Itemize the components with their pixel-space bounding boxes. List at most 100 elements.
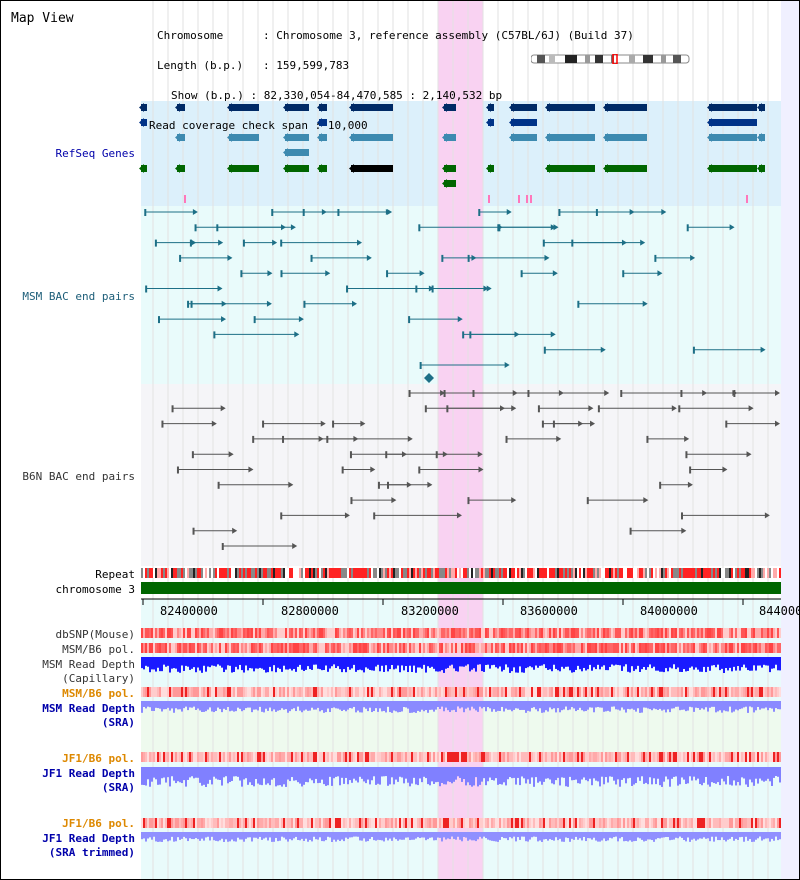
pol-band <box>433 687 435 697</box>
snp-band <box>567 628 569 638</box>
pol-band <box>419 643 421 653</box>
repeat-mark <box>629 568 631 578</box>
pol-band <box>481 687 483 697</box>
depth-bar <box>607 832 609 841</box>
track-label-msm-pol-sra[interactable]: MSM/B6 pol. <box>62 687 135 700</box>
depth-bar <box>577 701 579 710</box>
depth-bar <box>695 657 697 668</box>
pol-band <box>195 752 197 762</box>
pol-band <box>647 643 649 653</box>
pol-band <box>605 818 607 828</box>
repeat-mark <box>449 568 451 578</box>
track-label-chromosome[interactable]: chromosome 3 <box>55 583 135 596</box>
depth-bar <box>511 657 513 672</box>
pol-band <box>381 752 383 762</box>
pol-band <box>389 752 391 762</box>
repeat-mark <box>405 568 407 578</box>
pol-band <box>623 818 625 828</box>
depth-bar <box>657 701 659 710</box>
pol-band <box>703 687 705 697</box>
track-label-msm-pol[interactable]: MSM/B6 pol. <box>62 643 135 656</box>
depth-bar <box>277 701 279 711</box>
depth-bar <box>535 832 537 837</box>
pol-band <box>271 687 273 697</box>
pol-band <box>423 643 425 653</box>
pol-band <box>779 687 781 697</box>
depth-bar <box>591 832 593 840</box>
track-label-msm-depth-capillary[interactable]: MSM Read Depth (Capillary) <box>42 658 135 686</box>
depth-bar <box>305 832 307 839</box>
depth-bar <box>507 701 509 710</box>
depth-bar <box>151 767 153 782</box>
track-label-msm-depth-sra[interactable]: MSM Read Depth (SRA) <box>42 702 135 730</box>
pol-band <box>169 752 171 762</box>
track-label-repeat[interactable]: Repeat <box>95 568 135 581</box>
selection-highlight[interactable] <box>438 1 483 879</box>
snp-band <box>455 628 457 638</box>
pol-band <box>537 818 539 828</box>
snp-band <box>433 628 435 638</box>
pol-band <box>465 818 467 828</box>
snp-band <box>775 628 777 638</box>
depth-bar <box>475 657 477 672</box>
track-label-refseq-genes[interactable]: RefSeq Genes <box>55 147 135 160</box>
depth-bar <box>447 832 449 839</box>
depth-bar <box>629 657 631 673</box>
pol-band <box>467 643 469 653</box>
pol-band <box>519 818 521 828</box>
refseq-mark <box>746 195 748 203</box>
snp-band <box>665 628 667 638</box>
track-label-jf1-pol-2[interactable]: JF1/B6 pol. <box>62 817 135 830</box>
track-label-dbsnp[interactable]: dbSNP(Mouse) <box>55 628 135 641</box>
snp-band <box>325 628 327 638</box>
pol-band <box>695 752 697 762</box>
bac-end <box>419 362 422 369</box>
repeat-mark <box>251 568 253 578</box>
pol-band <box>721 643 723 653</box>
pol-band <box>171 752 173 762</box>
depth-bar <box>223 657 225 673</box>
pol-band <box>147 643 149 653</box>
pol-band <box>359 687 361 697</box>
repeat-mark <box>751 568 753 578</box>
snp-band <box>529 628 531 638</box>
repeat-mark <box>263 568 265 578</box>
pol-band <box>757 643 759 653</box>
depth-bar <box>141 767 143 785</box>
depth-bar <box>279 701 281 711</box>
track-label-jf1-pol[interactable]: JF1/B6 pol. <box>62 752 135 765</box>
depth-bar <box>391 657 393 665</box>
repeat-mark <box>575 568 577 578</box>
pol-band <box>737 687 739 697</box>
pol-band <box>173 818 175 828</box>
track-label-jf1-depth-trimmed[interactable]: JF1 Read Depth (SRA trimmed) <box>42 832 135 860</box>
track-label-jf1-depth[interactable]: JF1 Read Depth (SRA) <box>42 767 135 795</box>
pol-band <box>301 687 303 697</box>
pol-band <box>439 752 441 762</box>
depth-bar <box>499 701 501 712</box>
bac-end-arrow <box>544 254 550 261</box>
pol-band <box>711 818 713 828</box>
chromosome-ideogram[interactable] <box>531 54 691 64</box>
pol-band <box>425 752 427 762</box>
pol-band <box>765 818 767 828</box>
repeat-mark <box>473 568 475 578</box>
gene-arrow <box>509 118 514 127</box>
repeat-mark <box>761 568 763 578</box>
pol-band <box>397 643 399 653</box>
snp-band <box>205 628 207 638</box>
gene-arrow <box>757 164 762 173</box>
info-label: Read coverage check span <box>149 119 308 132</box>
pol-band <box>757 752 759 762</box>
depth-bar <box>353 767 355 779</box>
bac-end-arrow <box>553 224 559 231</box>
snp-band <box>373 628 375 638</box>
pol-band <box>463 687 465 697</box>
depth-bar <box>359 657 361 670</box>
pol-band <box>381 687 383 697</box>
track-label-msm-bac[interactable]: MSM BAC end pairs <box>22 290 135 303</box>
snp-band <box>481 628 483 638</box>
pol-band <box>773 752 775 762</box>
pol-band <box>657 687 659 697</box>
track-label-b6n-bac[interactable]: B6N BAC end pairs <box>22 470 135 483</box>
